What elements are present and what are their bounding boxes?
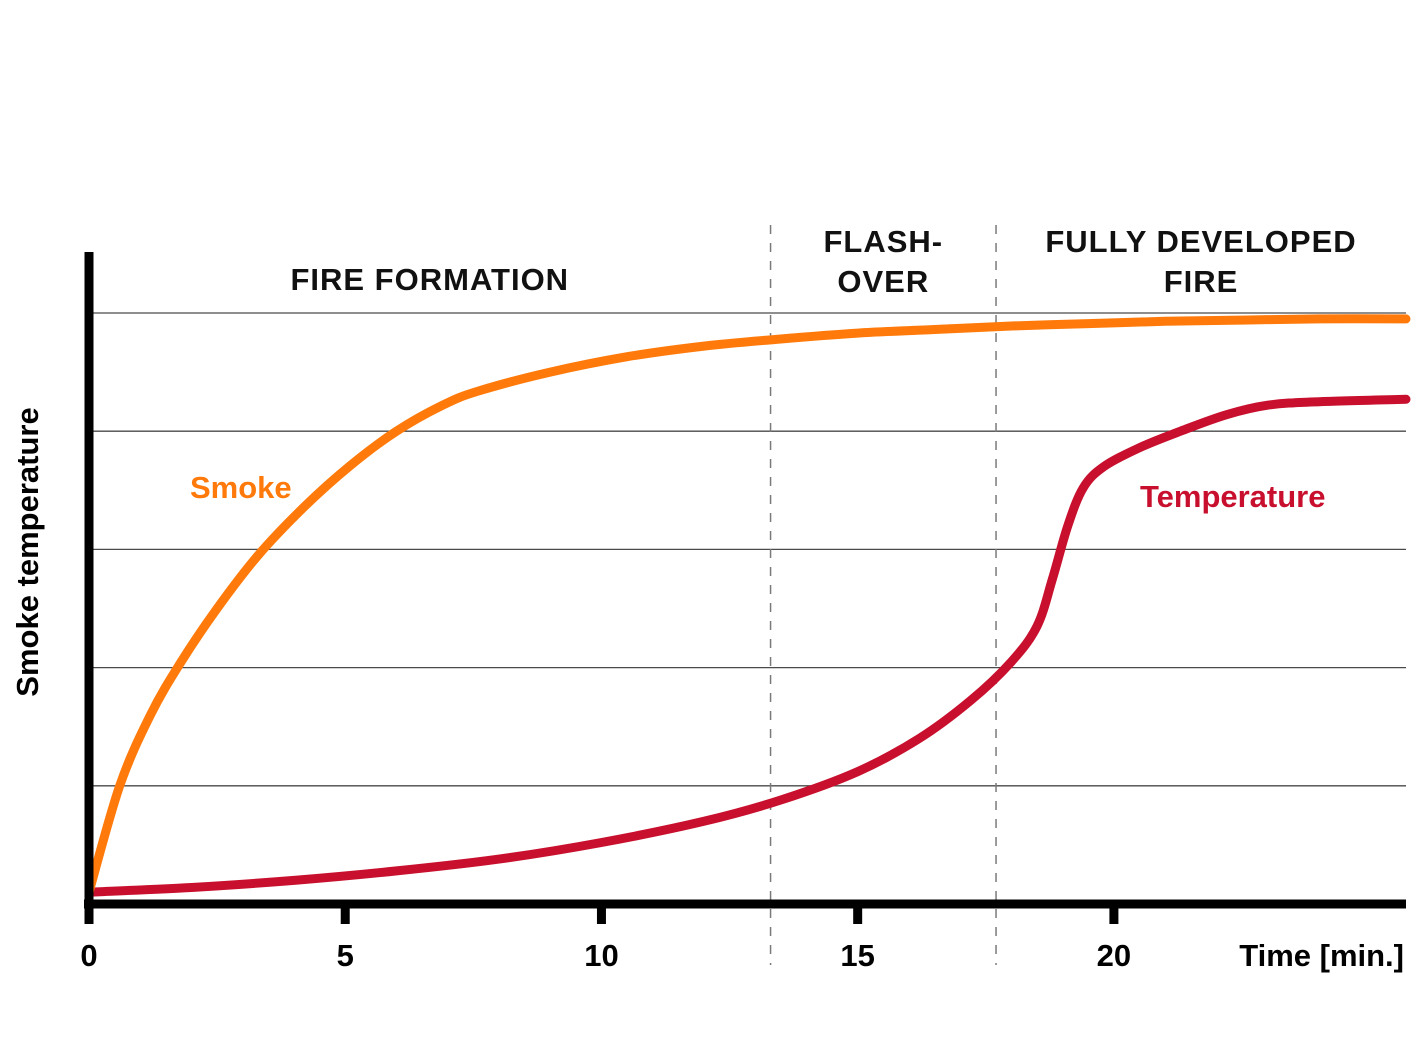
phase-label: FULLY DEVELOPED (1045, 224, 1356, 259)
x-tick-label: 15 (840, 938, 874, 973)
phase-label: FIRE (1164, 264, 1239, 299)
x-tick-label: 5 (337, 938, 354, 973)
series-line-temperature (84, 394, 1411, 897)
phase-label: OVER (837, 264, 929, 299)
grid-lines (89, 312, 1406, 787)
phase-label: FLASH- (823, 224, 943, 259)
x-tick-label: 20 (1097, 938, 1131, 973)
y-axis-label: Smoke temperature (10, 407, 45, 696)
x-axis-label: Time [min.] (1239, 938, 1404, 973)
chart-text: FIRE FORMATION FLASH- OVER FULLY DEVELOPED F… (10, 224, 1404, 973)
axes (84, 252, 1406, 924)
series-label-smoke: Smoke (190, 470, 292, 505)
series-label-temperature: Temperature (1140, 479, 1326, 514)
series-lines (84, 314, 1411, 897)
phase-label: FIRE FORMATION (290, 262, 569, 297)
series-line-smoke (84, 314, 1411, 897)
x-tick-label: 0 (80, 938, 97, 973)
phase-dividers (769, 225, 997, 965)
x-tick-label: 10 (584, 938, 618, 973)
